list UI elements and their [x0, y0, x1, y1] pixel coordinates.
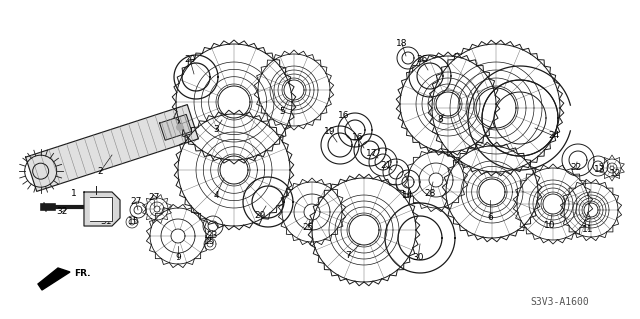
Text: 3: 3 [213, 125, 219, 135]
Text: 15: 15 [128, 218, 140, 226]
Text: 26: 26 [416, 56, 428, 64]
Text: 6: 6 [487, 213, 493, 222]
Text: 15: 15 [204, 238, 216, 247]
Text: 30: 30 [412, 254, 424, 263]
Text: 5: 5 [279, 108, 285, 116]
Text: 23: 23 [206, 232, 218, 241]
Text: 32: 32 [56, 207, 68, 217]
Text: 1: 1 [71, 189, 77, 197]
Text: FR.: FR. [74, 270, 90, 278]
Text: 25: 25 [302, 224, 314, 233]
Text: 28: 28 [424, 189, 436, 198]
Text: 9: 9 [175, 254, 181, 263]
Text: 4: 4 [213, 191, 219, 201]
Text: 27: 27 [148, 194, 160, 203]
Text: S3V3-A1600: S3V3-A1600 [531, 297, 589, 307]
Polygon shape [38, 268, 70, 290]
Text: 7: 7 [345, 251, 351, 261]
Circle shape [177, 124, 183, 130]
Text: 16: 16 [339, 112, 349, 121]
Text: 19: 19 [324, 128, 336, 137]
Text: 18: 18 [396, 40, 408, 48]
Text: 31: 31 [100, 218, 112, 226]
Text: 21: 21 [380, 161, 392, 170]
Polygon shape [159, 115, 192, 140]
Text: 17: 17 [366, 150, 378, 159]
Text: 24: 24 [548, 131, 559, 140]
Text: 20: 20 [184, 56, 196, 64]
Text: 12: 12 [611, 169, 621, 179]
Polygon shape [90, 197, 112, 221]
Text: 2: 2 [97, 167, 103, 176]
Text: 10: 10 [544, 221, 556, 231]
Text: 27: 27 [131, 197, 141, 206]
Text: 11: 11 [582, 226, 594, 234]
Text: 29: 29 [254, 211, 266, 220]
Text: 14: 14 [403, 191, 413, 201]
Text: 13: 13 [595, 166, 605, 174]
Text: 16: 16 [352, 133, 364, 143]
Text: 22: 22 [570, 164, 582, 173]
Polygon shape [84, 192, 120, 226]
Text: 8: 8 [437, 115, 443, 124]
Polygon shape [26, 105, 198, 191]
